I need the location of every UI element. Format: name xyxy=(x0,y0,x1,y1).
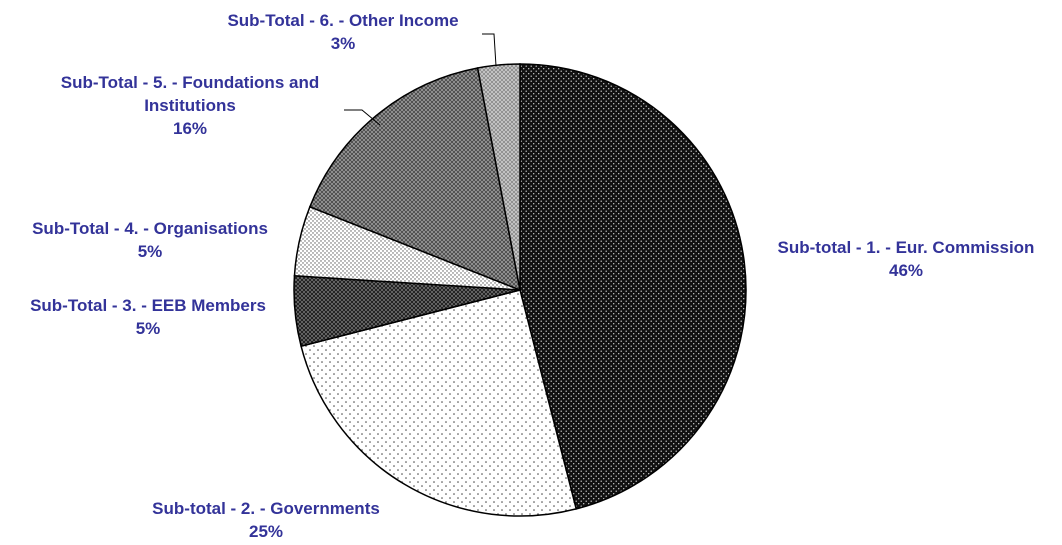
leader-line xyxy=(344,109,381,126)
pie-slice xyxy=(308,67,521,292)
pie-slice xyxy=(476,63,521,291)
pie-slices xyxy=(293,63,747,517)
slice-name: Sub-Total - 3. - EEB Members xyxy=(30,296,266,315)
slice-label: Sub-Total - 3. - EEB Members 5% xyxy=(30,296,266,338)
slice-name: Sub-Total - 5. - Foundations and xyxy=(61,73,319,92)
slice-name: Sub-Total - 6. - Other Income xyxy=(227,11,458,30)
slice-percent: 3% xyxy=(331,34,356,53)
pie-slice xyxy=(519,63,747,510)
slice-percent: 5% xyxy=(136,319,161,338)
slice-label: Sub-Total - 5. - Foundations and Institut… xyxy=(61,73,319,138)
leader-line xyxy=(482,33,497,67)
slice-labels: Sub-total - 1. - Eur. Commission 46%Sub-t… xyxy=(30,11,1034,541)
slice-name: Sub-total - 1. - Eur. Commission xyxy=(778,238,1035,257)
slice-label: Sub-Total - 6. - Other Income 3% xyxy=(227,11,458,53)
slice-percent: 46% xyxy=(889,261,923,280)
slice-percent: 25% xyxy=(249,522,283,541)
slice-percent: 16% xyxy=(173,119,207,138)
slice-name: Institutions xyxy=(144,96,236,115)
slice-name: Sub-Total - 4. - Organisations xyxy=(32,219,268,238)
leader-lines xyxy=(344,33,497,126)
slice-label: Sub-total - 1. - Eur. Commission 46% xyxy=(778,238,1035,280)
pie-slice xyxy=(300,289,578,517)
slice-percent: 5% xyxy=(138,242,163,261)
slice-name: Sub-total - 2. - Governments xyxy=(152,499,380,518)
slice-label: Sub-total - 2. - Governments 25% xyxy=(152,499,380,541)
slice-label: Sub-Total - 4. - Organisations 5% xyxy=(32,219,268,261)
